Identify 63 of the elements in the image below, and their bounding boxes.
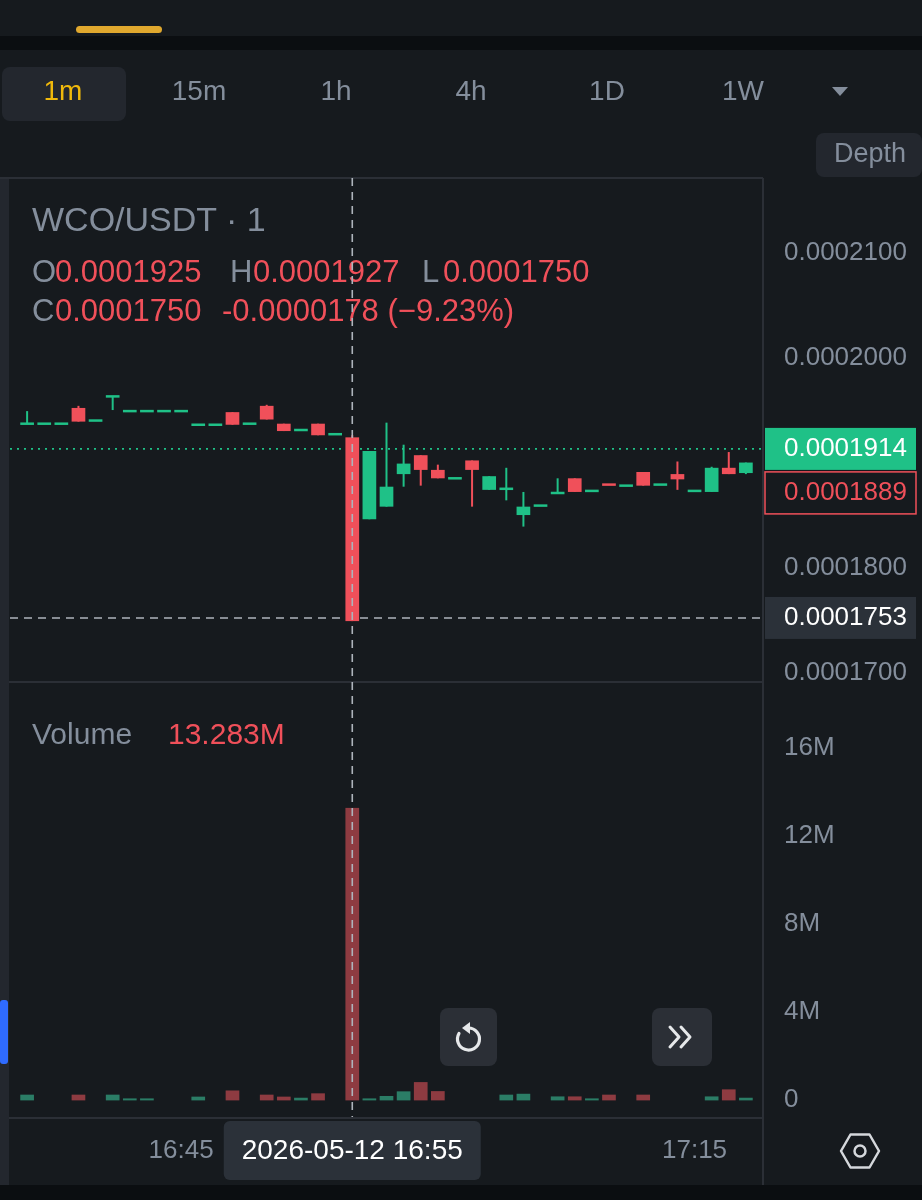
candlestick: [448, 477, 462, 480]
annotation: -0.0000178 (−9.23%): [222, 293, 515, 329]
candlestick: [533, 504, 548, 507]
bar: [550, 1096, 565, 1101]
candlestick: [413, 454, 428, 487]
bar: [704, 1096, 719, 1101]
x-tick-label: 16:45: [148, 1134, 214, 1165]
candlestick: [242, 422, 257, 425]
y-tick-label: 0.0001800: [784, 551, 907, 582]
y-tick-label: 0: [784, 1083, 799, 1114]
ref-line-label: 0.0001914: [784, 431, 907, 462]
text: Volume: [32, 716, 133, 750]
bar: [396, 1091, 411, 1101]
bar: [311, 1093, 325, 1101]
ref-line-label: 0.0001753: [784, 600, 907, 631]
bar: [20, 1094, 34, 1101]
y-tick-label: 12M: [784, 819, 835, 850]
bar: [431, 1091, 445, 1101]
candlestick: [88, 419, 103, 422]
candlestick: [602, 483, 616, 486]
y-tick-label: 16M: [784, 730, 835, 761]
x-tick-label: 17:15: [662, 1134, 728, 1165]
text: 1m: [43, 75, 83, 107]
bar: [413, 1082, 428, 1101]
candlestick: [54, 422, 69, 425]
bar: [636, 1094, 651, 1101]
annotation: O: [32, 254, 57, 290]
annotation: C: [32, 293, 55, 329]
annotation: 13.283M: [168, 716, 285, 750]
text: Depth: [834, 138, 907, 169]
text: 0.0001889: [784, 475, 907, 506]
bar: [602, 1094, 616, 1101]
bar: [345, 807, 360, 1101]
text: 15m: [171, 75, 227, 107]
text: WCO/USDT · 1: [32, 199, 266, 238]
y-tick-label: 0.0002000: [784, 341, 907, 372]
candlestick: [619, 484, 633, 487]
y-tick-label: 0.0001700: [784, 656, 907, 687]
candlestick: [670, 460, 685, 491]
annotation: 0.0001750: [443, 254, 590, 290]
annotation: 0.0001927: [253, 254, 400, 290]
annotation: 0.0001750: [55, 293, 202, 329]
annotation: 0.0001925: [55, 254, 202, 290]
bar: [567, 1096, 582, 1101]
ref-line-label: 2026-05-12 16:55: [241, 1133, 463, 1165]
bar: [105, 1094, 120, 1101]
y-tick-label: 4M: [784, 995, 821, 1026]
bar: [259, 1094, 274, 1101]
candlestick: [37, 422, 52, 425]
y-tick-label: 0.0002100: [784, 236, 907, 267]
y-tick-label: 8M: [784, 907, 821, 938]
bar: [721, 1089, 736, 1101]
candlestick: [465, 459, 479, 508]
text: 1D: [589, 75, 625, 107]
text: 1W: [722, 75, 765, 107]
annotation: L: [422, 254, 440, 290]
candlestick: [653, 483, 668, 486]
text: 1h: [320, 75, 352, 107]
annotation: H: [230, 254, 253, 290]
bar: [499, 1094, 514, 1101]
text: 4h: [455, 75, 487, 107]
candlestick: [516, 490, 531, 528]
bar: [225, 1090, 240, 1101]
